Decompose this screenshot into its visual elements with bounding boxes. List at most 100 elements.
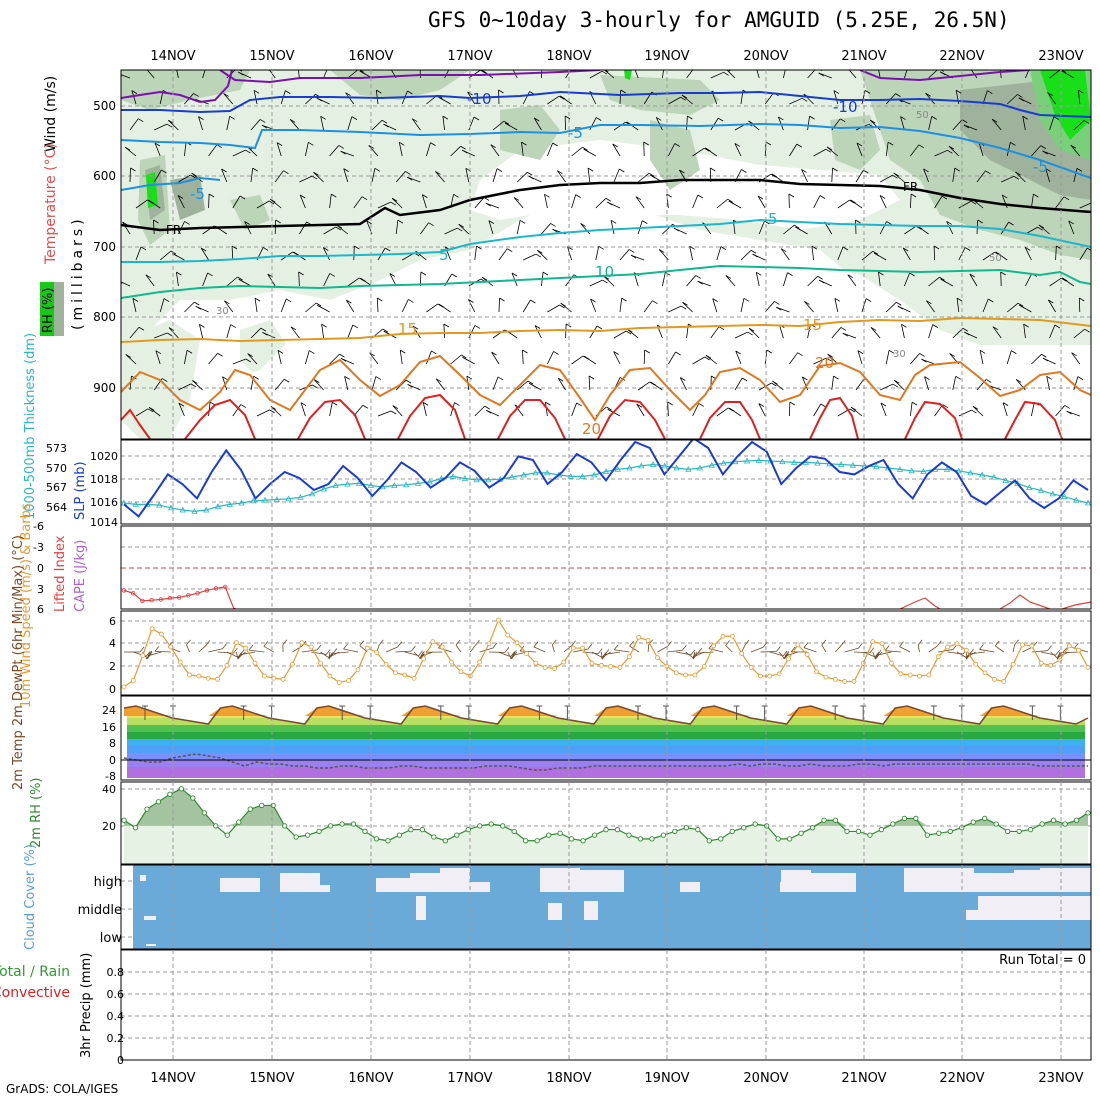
upper-wind-barb [727, 70, 731, 72]
rh-marker [1085, 810, 1091, 816]
contour-label: 5 [768, 210, 778, 228]
upper-wind-barb [192, 380, 198, 384]
thickness-marker [214, 503, 222, 509]
upper-wind-barb [267, 273, 276, 287]
upper-wind-barb [391, 197, 403, 209]
upper-wind-barb [687, 115, 693, 120]
upper-wind-barb [1013, 175, 1020, 180]
wind-speed-marker [711, 643, 717, 649]
upper-wind-barb [1047, 92, 1056, 105]
upper-wind-barb [725, 275, 732, 279]
upper-wind-barb [910, 193, 917, 198]
temp2m-panel-frame [120, 695, 1092, 781]
upper-wind-barb [925, 92, 931, 97]
rh-marker [591, 832, 598, 838]
surface-wind-barb [328, 652, 334, 658]
upper-wind-barb [428, 222, 434, 227]
cloud-gap [280, 873, 320, 892]
upper-wind-barb [1077, 376, 1084, 380]
cape-axis-title: CAPE (J/kg) [73, 540, 88, 612]
upper-wind-barb [132, 298, 139, 302]
upper-wind-barb [1046, 375, 1052, 380]
upper-wind-barb [939, 276, 945, 281]
upper-wind-barb [168, 327, 179, 339]
upper-wind-barb [145, 274, 155, 287]
upper-wind-barb [323, 247, 329, 251]
upper-wind-barb [344, 376, 349, 391]
upper-wind-barb [607, 408, 613, 413]
wind-speed-marker [477, 659, 483, 665]
lifted-index-marker [213, 586, 219, 591]
upper-wind-barb [910, 144, 920, 157]
upper-wind-barb [544, 193, 550, 198]
upper-wind-barb [680, 377, 686, 381]
upper-wind-barb [166, 123, 173, 128]
thickness-marker [367, 482, 375, 488]
upper-wind-barb [240, 404, 247, 408]
cloud-gap [580, 870, 624, 892]
upper-wind-barb [198, 116, 203, 131]
surface-wind-barb [863, 651, 876, 658]
upper-wind-barb [184, 301, 195, 313]
upper-wind-barb [407, 176, 421, 183]
rh-marker [477, 823, 483, 829]
surface-wind-barb [263, 641, 269, 647]
upper-wind-barb [473, 116, 480, 121]
upper-wind-barb [904, 70, 908, 79]
upper-wind-barb [305, 350, 310, 365]
wind-speed-marker [149, 626, 155, 632]
upper-wind-barb [1033, 193, 1039, 198]
upper-wind-barb [1031, 402, 1035, 417]
upper-wind-barb [275, 219, 281, 224]
upper-wind-barb [900, 116, 905, 131]
upper-wind-barb [186, 349, 193, 354]
wind-speed-marker [374, 649, 380, 655]
temp-tick: 0 [109, 754, 116, 767]
upper-wind-barb [443, 323, 445, 339]
upper-wind-barb [596, 325, 603, 330]
upper-wind-barb [147, 408, 154, 413]
contour-minus15 [219, 70, 601, 84]
upper-wind-barb [644, 349, 650, 354]
upper-wind-barb [408, 299, 414, 303]
upper-wind-barb [426, 142, 431, 157]
upper-wind-barb [176, 70, 179, 79]
upper-wind-barb [840, 327, 847, 331]
upper-wind-barb [910, 353, 920, 365]
upper-wind-barb [811, 246, 814, 261]
upper-wind-barb [1018, 97, 1025, 102]
upper-wind-barb [190, 383, 197, 388]
upper-wind-barb [756, 70, 760, 79]
wind-speed-marker [626, 654, 632, 660]
rh-marker [419, 826, 426, 833]
rh-legend: RH (%) [40, 282, 64, 336]
upper-wind-barb [832, 167, 838, 172]
upper-wind-barb [533, 117, 542, 131]
upper-wind-barb [153, 169, 162, 183]
upper-wind-barb [232, 358, 247, 365]
upper-wind-barb [1031, 353, 1042, 365]
pressure-tick: 800 [93, 310, 116, 324]
upper-wind-barb [232, 404, 242, 417]
upper-wind-barb [567, 246, 572, 261]
upper-wind-barb [740, 298, 745, 313]
upper-wind-barb [942, 404, 949, 409]
upper-wind-barb [420, 64, 425, 67]
wind-speed-marker [159, 631, 164, 637]
upper-wind-barb [513, 197, 520, 201]
date-label-top: 16NOV [348, 49, 393, 64]
slp-axis-title: SLP (mb) [73, 461, 88, 520]
upper-wind-barb [320, 116, 324, 131]
cloud-level-label: low [100, 931, 123, 946]
upper-wind-barb [837, 246, 844, 261]
upper-wind-barb [1001, 194, 1008, 199]
lifted-index-marker [149, 598, 154, 603]
upper-wind-barb [918, 144, 925, 149]
wind-speed-marker [196, 673, 202, 679]
upper-wind-barb [856, 142, 863, 157]
rh-marker [867, 832, 873, 838]
upper-wind-barb [679, 169, 685, 174]
wind-speed-marker [187, 672, 192, 678]
thickness-tick: 570 [46, 462, 67, 475]
rh-marker [626, 832, 632, 838]
